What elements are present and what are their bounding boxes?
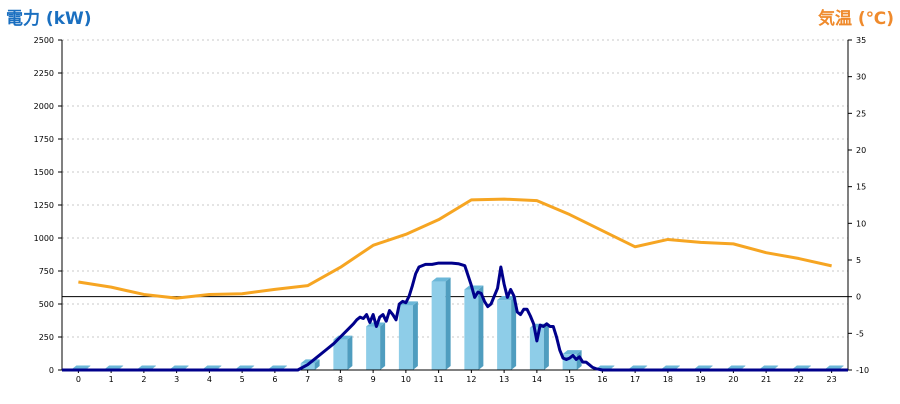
x-tick-label: 15 — [565, 375, 575, 384]
x-tick-label: 8 — [338, 375, 343, 384]
left-tick-label: 750 — [39, 267, 54, 276]
temperature-line — [78, 197, 832, 300]
right-tick-label: 0 — [856, 293, 861, 302]
x-tick-label: 16 — [597, 375, 607, 384]
x-tick-label: 1 — [109, 375, 114, 384]
right-tick-label: 20 — [856, 146, 866, 155]
x-tick-label: 14 — [532, 375, 542, 384]
x-tick-label: 3 — [174, 375, 179, 384]
power-bar — [464, 285, 484, 370]
x-tick-label: 0 — [76, 375, 81, 384]
right-tick-label: 30 — [856, 73, 866, 82]
right-tick-label: -10 — [856, 366, 869, 375]
x-tick-label: 6 — [272, 375, 277, 384]
right-tick-label: 15 — [856, 183, 866, 192]
left-tick-label: 1750 — [34, 135, 54, 144]
x-tick-label: 21 — [761, 375, 771, 384]
x-tick-label: 23 — [827, 375, 837, 384]
power-line — [62, 261, 848, 372]
power-bar — [431, 277, 451, 370]
x-tick-label: 17 — [630, 375, 640, 384]
x-tick-label: 18 — [663, 375, 673, 384]
x-tick-label: 13 — [499, 375, 509, 384]
x-tick-label: 10 — [401, 375, 411, 384]
left-tick-label: 2500 — [34, 36, 54, 45]
x-tick-label: 12 — [466, 375, 476, 384]
power-bar — [398, 301, 418, 370]
right-tick-label: 35 — [856, 36, 866, 45]
power-bar — [333, 335, 353, 370]
x-tick-label: 4 — [207, 375, 212, 384]
x-tick-label: 7 — [305, 375, 310, 384]
x-tick-label: 9 — [371, 375, 376, 384]
left-tick-label: 1250 — [34, 201, 54, 210]
right-tick-label: 5 — [856, 256, 861, 265]
left-tick-label: 500 — [39, 300, 54, 309]
power-bar — [497, 296, 517, 370]
x-tick-label: 11 — [434, 375, 444, 384]
right-axis-title: 気温 (℃) — [817, 9, 894, 29]
left-axis-title: 電力 (kW) — [6, 9, 92, 29]
x-tick-label: 5 — [240, 375, 245, 384]
right-tick-label: -5 — [856, 329, 864, 338]
left-tick-label: 0 — [49, 366, 54, 375]
x-tick-label: 2 — [141, 375, 146, 384]
left-tick-label: 2250 — [34, 69, 54, 78]
left-tick-label: 2000 — [34, 102, 54, 111]
x-tick-label: 19 — [696, 375, 706, 384]
x-tick-label: 20 — [728, 375, 738, 384]
left-tick-label: 1000 — [34, 234, 54, 243]
left-tick-label: 1500 — [34, 168, 54, 177]
right-tick-label: 10 — [856, 219, 866, 228]
x-tick-label: 22 — [794, 375, 804, 384]
right-tick-label: 25 — [856, 109, 866, 118]
power-bar — [366, 322, 386, 370]
left-tick-label: 250 — [39, 333, 54, 342]
